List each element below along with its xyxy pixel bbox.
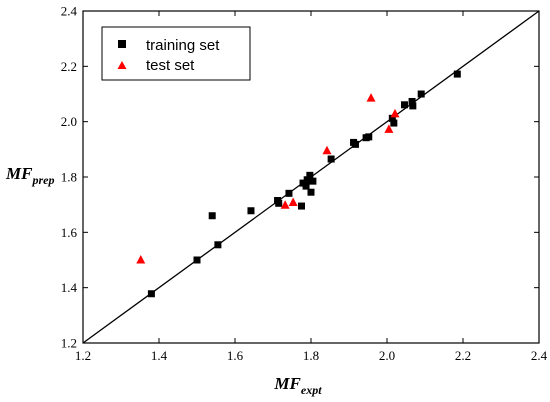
test-point [288, 197, 298, 206]
x-tick-label: 1.2 [75, 348, 91, 363]
x-tick-label: 2.0 [379, 348, 395, 363]
training-point [247, 207, 255, 215]
y-axis-title-main: MF [5, 164, 33, 183]
training-point [307, 188, 315, 196]
training-point [147, 290, 155, 298]
test-point [384, 124, 394, 133]
x-axis-title-sub: expt [301, 383, 322, 397]
test-point [280, 200, 290, 209]
legend-box [101, 26, 251, 81]
y-tick-label: 2.4 [61, 4, 78, 19]
y-tick-label: 1.2 [61, 336, 77, 351]
training-point [453, 70, 461, 78]
y-tick-label: 1.8 [61, 170, 77, 185]
test-point [322, 145, 332, 155]
x-axis-title-main: MF [273, 374, 301, 393]
legend: training set test set [101, 26, 251, 81]
training-point [214, 241, 222, 249]
x-tick-label: 2.4 [531, 348, 548, 363]
test-point [136, 255, 146, 264]
legend-label-test: test set [146, 57, 195, 74]
test-point [390, 108, 400, 118]
training-point [302, 182, 310, 190]
training-point [208, 212, 216, 220]
x-axis-title: MFexpt [273, 374, 322, 397]
y-axis-title-sub: prep [31, 173, 54, 187]
y-tick-label: 2.2 [61, 59, 77, 74]
training-point [351, 140, 359, 148]
legend-marker-test [117, 61, 127, 69]
training-point [417, 90, 425, 98]
training-point [298, 202, 305, 210]
y-tick-label: 2.0 [61, 114, 77, 129]
training-point [309, 177, 317, 185]
y-tick-label: 1.4 [61, 280, 78, 295]
x-tick-label: 1.6 [227, 348, 244, 363]
training-point [193, 256, 201, 264]
legend-label-training: training set [146, 37, 220, 54]
training-point [365, 133, 373, 141]
x-tick-label: 2.2 [455, 348, 471, 363]
y-tick-label: 1.6 [61, 225, 78, 240]
training-point [390, 119, 398, 127]
test-point [366, 93, 376, 102]
training-point [408, 97, 416, 105]
training-point [400, 101, 408, 109]
x-tick-label: 1.8 [303, 348, 319, 363]
legend-marker-training [118, 40, 126, 48]
training-point [303, 176, 311, 184]
training-point [275, 199, 283, 207]
training-point [306, 171, 314, 179]
training-point [285, 189, 293, 197]
y-axis-title: MFprep [5, 164, 54, 187]
training-point [327, 155, 335, 163]
x-tick-label: 1.4 [151, 348, 168, 363]
training-point [388, 114, 396, 122]
training-point [409, 102, 417, 110]
